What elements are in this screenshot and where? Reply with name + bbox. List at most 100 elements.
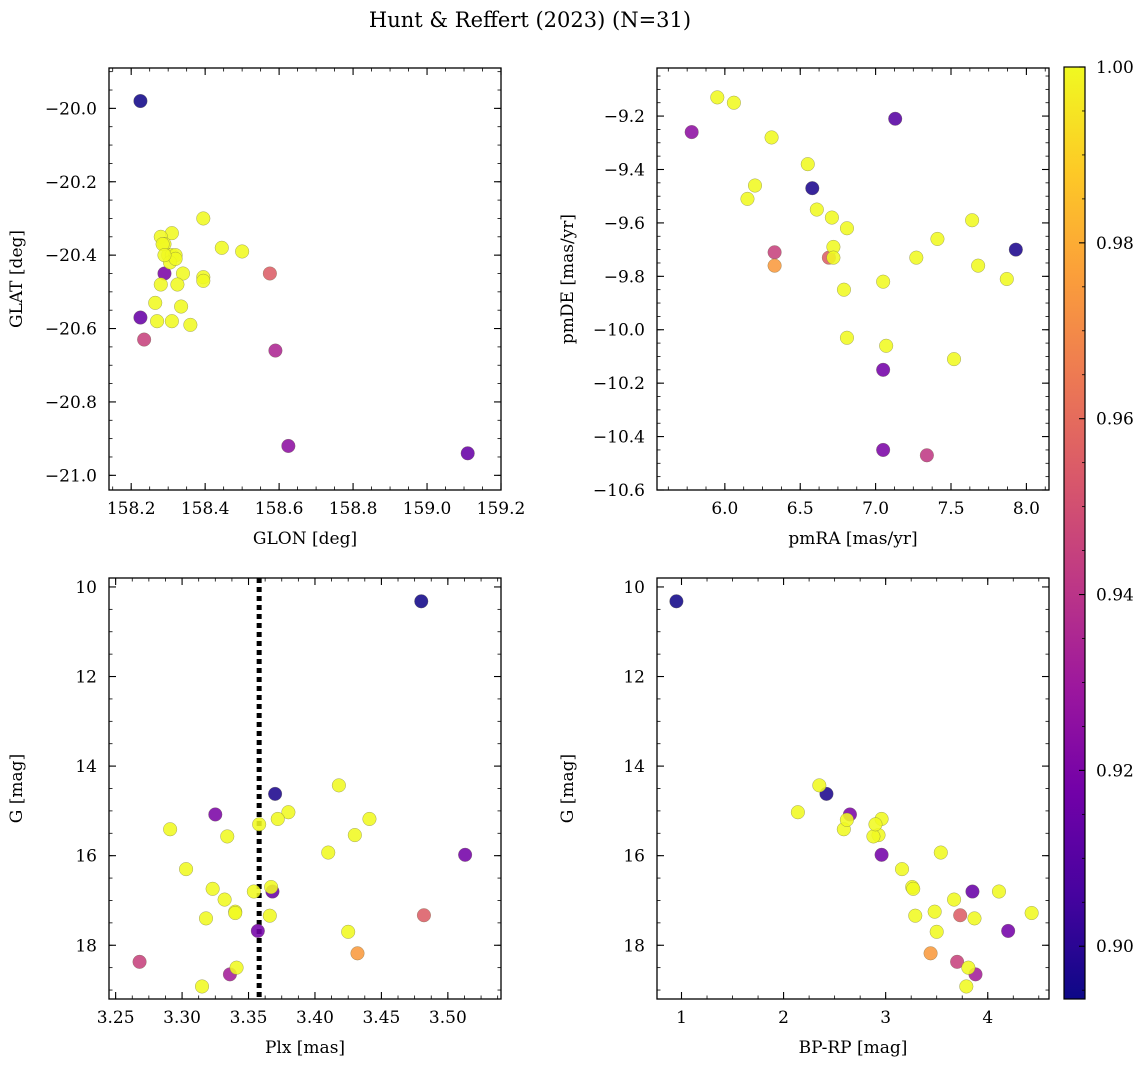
- x-tick-label: 158.4: [181, 499, 230, 519]
- y-tick-label: 10: [623, 578, 645, 598]
- x-tick-label: 8.0: [1013, 499, 1040, 519]
- data-point: [262, 266, 277, 281]
- data-point: [839, 812, 854, 827]
- data-point: [331, 778, 346, 793]
- colorbar-tick-label: 0.96: [1096, 410, 1134, 430]
- data-point: [826, 250, 841, 265]
- axes-frame: [656, 67, 1050, 491]
- panel-pm: 6.0 6.5 7.0 7.5 8.0 −9.2 −9.4 −9.6 −9.8 −10.0 −10.…: [558, 67, 1050, 549]
- data-point: [991, 884, 1007, 899]
- data-point: [347, 828, 362, 843]
- data-point: [137, 332, 152, 347]
- colorbar-gradient: [1064, 67, 1085, 999]
- data-point: [959, 979, 974, 994]
- y-tick-label: −20.6: [45, 320, 97, 340]
- y-tick-label: 16: [623, 847, 645, 867]
- data-point: [198, 911, 214, 926]
- data-point: [923, 946, 938, 961]
- data-point: [246, 884, 261, 899]
- data-point: [965, 884, 980, 899]
- data-point: [767, 258, 782, 273]
- data-point: [839, 330, 855, 345]
- axes-frame: [656, 577, 1050, 1000]
- y-tick-label: −20.0: [45, 99, 97, 119]
- data-point: [148, 295, 163, 310]
- y-tick-label: 18: [623, 936, 645, 956]
- data-point: [764, 130, 779, 145]
- data-point: [150, 314, 165, 329]
- data-point: [350, 946, 365, 961]
- data-point: [163, 822, 178, 837]
- y-tick-label: −10.4: [593, 428, 645, 448]
- data-point: [999, 271, 1014, 287]
- x-axis-label: GLON [deg]: [253, 529, 357, 549]
- data-point: [1024, 905, 1039, 921]
- data-point: [196, 273, 211, 288]
- y-tick-label: −10.6: [593, 481, 645, 501]
- colorbar-tick-label: 0.98: [1096, 234, 1134, 254]
- x-tick-label: 3.40: [296, 1008, 334, 1028]
- x-tick-label: 4: [982, 1008, 993, 1028]
- colorbar-tick-label: 0.92: [1096, 761, 1134, 781]
- data-point: [268, 786, 283, 801]
- data-point: [790, 805, 805, 820]
- colorbar-tick-label: 0.94: [1096, 586, 1134, 606]
- y-tick-label: −21.0: [45, 466, 97, 486]
- data-point: [767, 245, 782, 260]
- x-tick-label: 3: [880, 1008, 891, 1028]
- data-point: [824, 210, 839, 225]
- x-tick-label: 3.45: [362, 1008, 400, 1028]
- data-point: [927, 904, 942, 919]
- data-point: [268, 343, 283, 358]
- data-point: [170, 277, 185, 292]
- data-point: [740, 191, 755, 206]
- data-point: [866, 829, 881, 844]
- data-point: [1001, 923, 1016, 938]
- data-point: [684, 125, 699, 140]
- data-point: [933, 845, 948, 860]
- x-tick-label: 3.50: [429, 1008, 467, 1028]
- y-tick-label: −9.8: [604, 267, 645, 287]
- data-point: [132, 954, 147, 969]
- data-point: [229, 960, 244, 975]
- data-point: [228, 905, 243, 921]
- x-tick-label: 159.0: [403, 499, 452, 519]
- panel-plx_g: 3.25 3.30 3.35 3.40 3.45 3.50 10 12 14 16 18 Plx [m…: [7, 577, 502, 1058]
- y-tick-label: −9.4: [604, 160, 645, 180]
- data-point: [961, 960, 976, 975]
- scatter-points: [133, 93, 475, 461]
- x-tick-label: 3.30: [163, 1008, 201, 1028]
- y-tick-label: −20.8: [45, 393, 97, 413]
- data-point: [460, 446, 475, 461]
- data-point: [220, 829, 235, 844]
- colorbar: 0.90 0.92 0.94 0.96 0.98 1.00: [1063, 58, 1134, 1000]
- y-tick-label: 10: [75, 578, 97, 598]
- y-tick-label: 12: [75, 668, 97, 688]
- x-tick-label: 7.0: [862, 499, 889, 519]
- x-tick-label: 2: [778, 1008, 789, 1028]
- y-tick-label: −10.2: [593, 374, 645, 394]
- data-point: [812, 778, 827, 793]
- data-point: [874, 847, 889, 862]
- data-point: [208, 807, 223, 822]
- data-point: [281, 805, 296, 820]
- panel-sky: 158.2 158.4 158.6 158.8 159.0 159.2 −20.0 −20.2…: [7, 67, 525, 549]
- x-tick-label: 3.25: [97, 1008, 135, 1028]
- x-tick-label: 6.5: [787, 499, 814, 519]
- data-point: [196, 211, 211, 226]
- data-point: [747, 178, 763, 193]
- data-point: [967, 911, 982, 926]
- data-point: [909, 250, 924, 265]
- y-tick-label: 12: [623, 668, 645, 688]
- data-point: [416, 908, 431, 923]
- data-point: [971, 258, 986, 273]
- data-point: [906, 881, 921, 896]
- data-point: [876, 362, 891, 377]
- scatter-points: [684, 90, 1023, 463]
- y-axis-label: pmDE [mas/yr]: [558, 214, 578, 344]
- data-point: [133, 310, 148, 325]
- data-point: [174, 299, 189, 314]
- data-point: [809, 202, 824, 217]
- y-tick-label: 14: [75, 757, 97, 777]
